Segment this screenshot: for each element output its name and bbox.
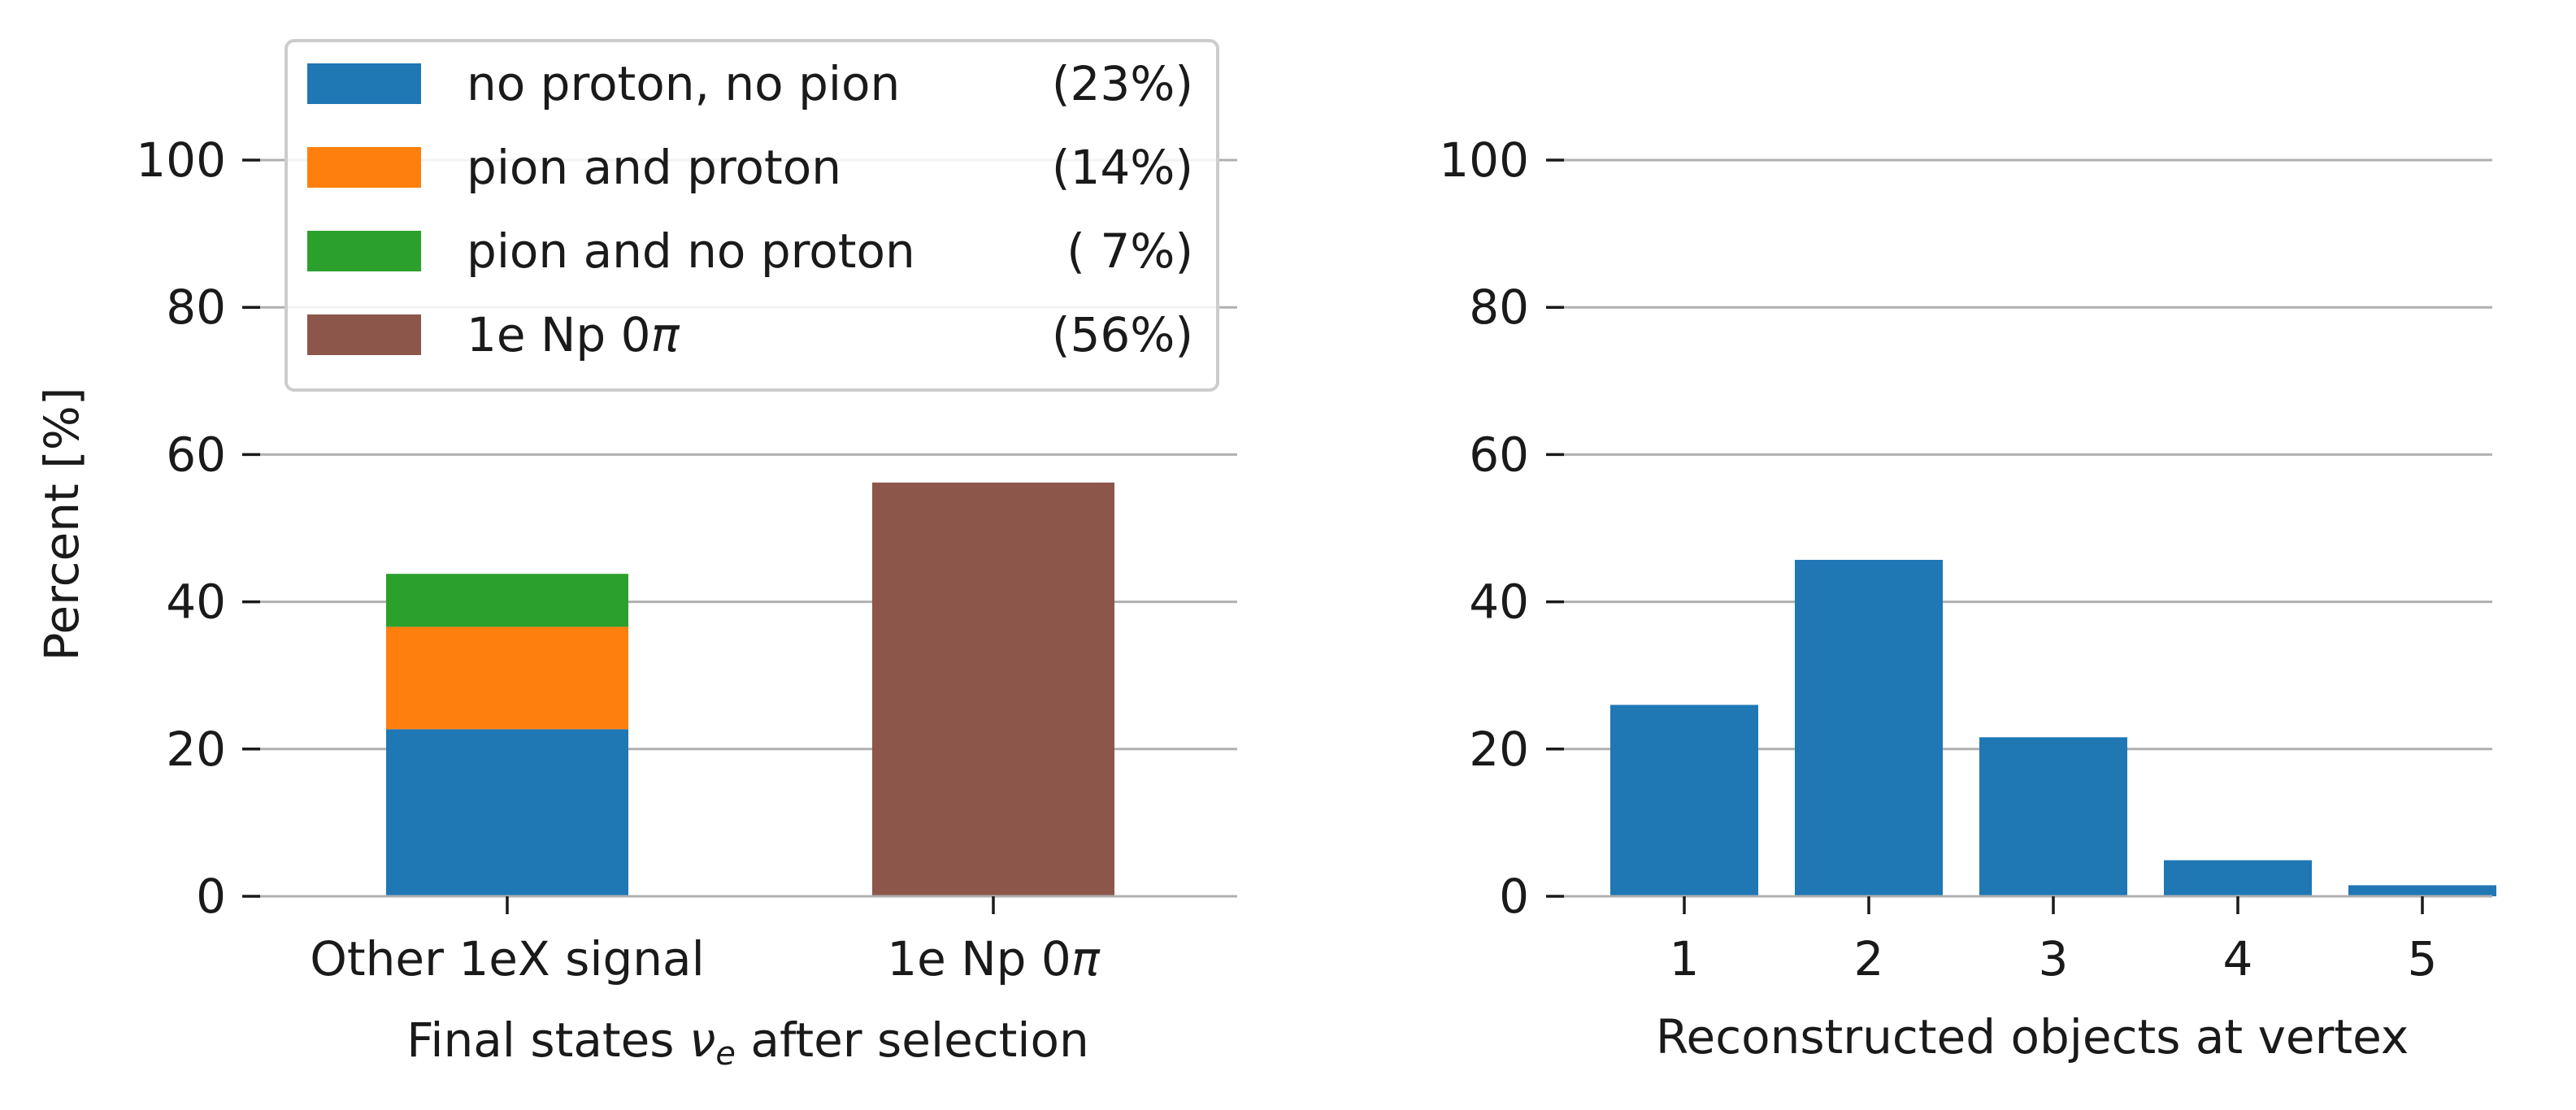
bar-other-1ex-seg-0 (386, 729, 628, 896)
left-y-tick-label: 60 (166, 427, 226, 482)
right-x-tick-label: 3 (2039, 931, 2069, 986)
bar-objects-4 (2164, 860, 2312, 896)
left-x-tick-label: Other 1eX signal (310, 931, 704, 986)
right-y-tick-label: 100 (1439, 132, 1529, 188)
left-y-tick-label: 0 (196, 869, 226, 924)
left-x-tick-label: 1e Np 0π (887, 931, 1101, 986)
left-y-tick-label: 100 (136, 132, 226, 188)
legend-percent: (14%) (1052, 140, 1193, 195)
legend-swatch (307, 147, 421, 188)
right-x-axis-label: Reconstructed objects at vertex (1656, 1009, 2409, 1064)
right-y-tick-label: 40 (1469, 575, 1529, 630)
right-x-tick-label: 4 (2223, 931, 2253, 986)
left-y-ticks: 0 20 40 60 80 100 (136, 132, 260, 924)
bar-objects-3 (1979, 737, 2127, 896)
legend-percent: (23%) (1052, 56, 1193, 111)
legend-percent: (56%) (1052, 307, 1193, 362)
right-y-tick-label: 80 (1469, 280, 1529, 335)
right-x-tick-label: 1 (1670, 931, 1700, 986)
bar-other-1ex-seg-1 (386, 627, 628, 730)
right-x-ticks: 1 2 3 4 5 (1670, 896, 2438, 986)
left-y-tick-label: 80 (166, 280, 226, 335)
bar-objects-5 (2348, 885, 2496, 896)
right-x-tick-label: 5 (2408, 931, 2438, 986)
legend-label: no proton, no pion (467, 56, 900, 111)
legend-label: 1e Np 0π (467, 307, 680, 362)
left-y-axis-label: Percent [%] (34, 387, 89, 661)
left-y-tick-label: 40 (166, 575, 226, 630)
legend-frame (285, 39, 1219, 392)
legend-label: pion and no proton (467, 223, 915, 279)
right-y-ticks: 0 20 40 60 80 100 (1439, 132, 1564, 924)
right-gridlines (1564, 158, 2492, 751)
left-x-axis-label: Final states νe after selection (406, 1012, 1089, 1073)
left-x-ticks: Other 1eX signal 1e Np 0π (310, 896, 1101, 986)
right-y-tick-label: 0 (1499, 869, 1529, 924)
legend-label: pion and proton (467, 140, 841, 195)
right-bar-panel: 0 20 40 60 80 100 1 2 3 4 5 Reconstructed objects… (1439, 132, 2496, 1064)
right-y-tick-label: 60 (1469, 427, 1529, 482)
bar-other-1ex-seg-2 (386, 574, 628, 627)
left-bars (386, 482, 1114, 896)
bar-objects-2 (1795, 559, 1943, 896)
right-bars (1610, 559, 2496, 896)
legend-percent: ( 7%) (1066, 223, 1193, 279)
left-y-tick-label: 20 (166, 722, 226, 777)
bar-objects-1 (1610, 705, 1758, 896)
right-x-tick-label: 2 (1854, 931, 1884, 986)
legend-swatch (307, 63, 421, 104)
right-y-tick-label: 20 (1469, 722, 1529, 777)
legend-swatch (307, 231, 421, 271)
bar-1e-np-0pi-seg-3 (872, 482, 1114, 896)
legend: no proton, no pion (23%) pion and proton (1… (285, 39, 1219, 392)
legend-swatch (307, 314, 421, 355)
left-stacked-bar-panel: 0 20 40 60 80 100 Other 1eX signal 1e Np 0π Pe… (34, 39, 1237, 1073)
